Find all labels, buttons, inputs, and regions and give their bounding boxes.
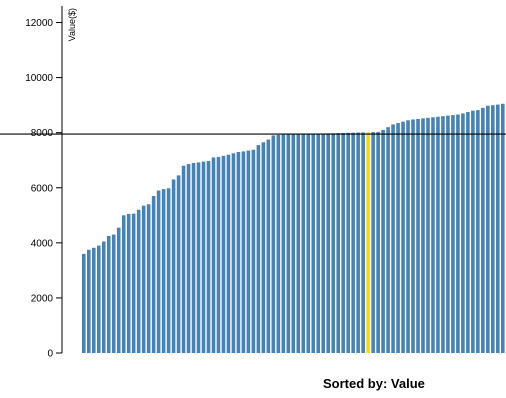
y-tick-label: 2000 [31,293,54,304]
y-tick-label: 4000 [31,238,54,249]
bar[interactable] [306,133,311,353]
bar[interactable] [346,132,350,353]
bar[interactable] [226,154,231,353]
bar[interactable] [221,155,226,353]
bar[interactable] [371,132,375,353]
bar[interactable] [411,119,415,354]
highlighted-bar[interactable] [366,132,370,353]
bar[interactable] [151,196,156,353]
bar[interactable] [476,110,480,353]
sort-label: Sorted by: Value [323,376,425,391]
bar[interactable] [296,134,301,353]
bar[interactable] [501,103,505,354]
bar[interactable] [91,247,96,353]
bar[interactable] [481,107,485,354]
bar[interactable] [206,161,211,353]
bar[interactable] [166,188,171,353]
bar[interactable] [101,241,106,353]
bar[interactable] [136,209,141,353]
bar[interactable] [406,120,410,353]
bar[interactable] [161,189,166,353]
bar[interactable] [271,135,276,353]
bar[interactable] [451,115,455,353]
bar[interactable] [216,156,221,353]
bar[interactable] [381,129,385,353]
bar[interactable] [316,133,321,353]
bar[interactable] [261,142,266,353]
bar[interactable] [456,114,460,353]
bar[interactable] [356,132,360,353]
bar[interactable] [326,133,331,353]
bar[interactable] [496,104,500,353]
bar[interactable] [156,190,161,353]
bar[interactable] [211,157,216,353]
bars-group [82,103,505,354]
bar[interactable] [171,179,176,354]
bar[interactable] [181,165,186,353]
bar[interactable] [241,151,246,353]
y-tick-label: 6000 [31,183,54,194]
bar[interactable] [341,132,345,353]
y-tick-label: 0 [47,349,53,360]
bar[interactable] [86,249,91,353]
bar[interactable] [141,205,146,353]
bar[interactable] [396,123,400,353]
bar[interactable] [466,112,470,353]
bar[interactable] [256,145,261,353]
bar[interactable] [486,105,490,353]
bar[interactable] [376,131,380,353]
bar[interactable] [111,234,116,353]
bar[interactable] [431,117,435,353]
bar[interactable] [291,134,296,353]
bar[interactable] [446,115,450,353]
bar[interactable] [311,133,316,353]
bar[interactable] [391,124,395,353]
bar[interactable] [471,110,475,354]
bar[interactable] [286,134,291,353]
bar[interactable] [436,116,440,354]
bar[interactable] [416,118,420,353]
bar[interactable] [331,133,335,353]
bar[interactable] [121,215,126,353]
bar[interactable] [491,105,495,353]
bar[interactable] [266,139,271,353]
y-tick-label: 10000 [25,73,53,84]
bar[interactable] [421,118,425,353]
bar[interactable] [106,235,111,353]
bar[interactable] [201,161,206,353]
bar[interactable] [116,227,121,353]
bar[interactable] [251,149,256,353]
bar[interactable] [196,162,201,353]
bar[interactable] [176,175,181,353]
bar[interactable] [461,113,465,354]
bar[interactable] [146,204,151,353]
y-axis-label: Value($) [67,8,77,41]
bar[interactable] [186,164,191,353]
bar[interactable] [301,134,306,353]
bar[interactable] [426,117,430,353]
bar[interactable] [281,134,286,353]
bar[interactable] [361,132,365,353]
bar[interactable] [246,150,251,353]
bar[interactable] [231,153,236,353]
bar[interactable] [386,127,390,353]
bar[interactable] [441,116,445,353]
bar[interactable] [336,133,340,353]
bar[interactable] [131,213,136,353]
bar[interactable] [191,162,196,353]
bar[interactable] [96,245,101,353]
bar[interactable] [351,132,355,353]
bar[interactable] [126,213,131,353]
y-tick-label: 12000 [25,18,53,29]
bar[interactable] [321,133,326,353]
bar[interactable] [82,253,86,353]
bar[interactable] [401,121,405,353]
bar[interactable] [236,151,241,353]
bar[interactable] [276,134,281,353]
